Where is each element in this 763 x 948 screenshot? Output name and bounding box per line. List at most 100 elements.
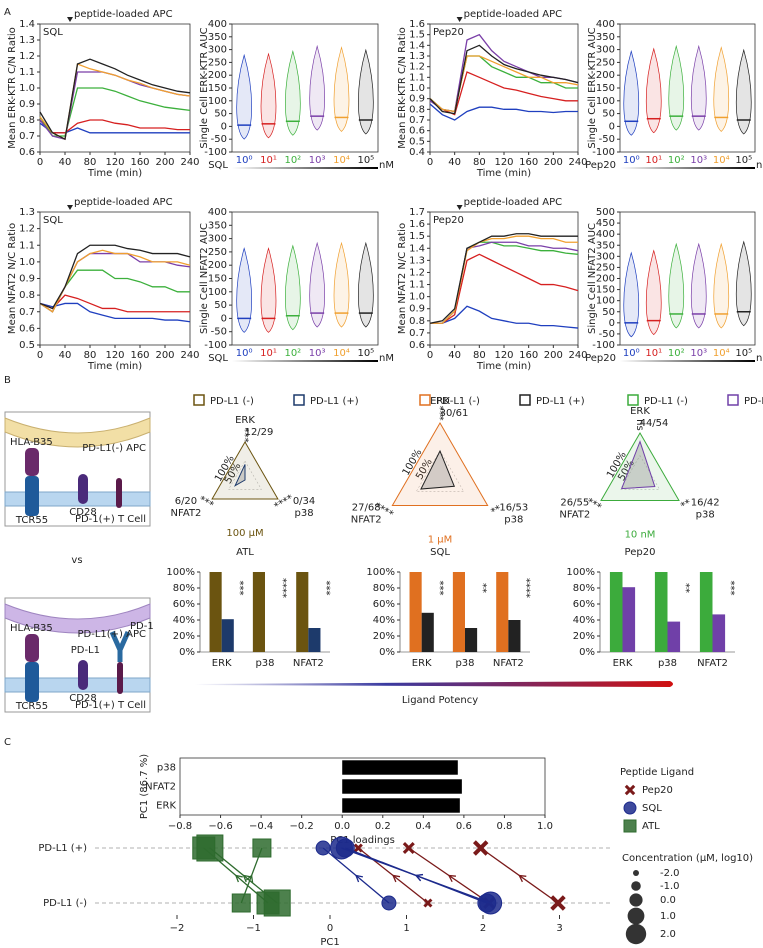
y-tick-label: 0% [579,647,595,658]
radar-axis-label: NFAT2 [351,515,382,526]
bar [296,572,309,652]
y-tick-label: 80% [173,583,195,594]
point [472,840,489,856]
x-tick-label: 0.0 [334,821,350,832]
y-tick-label: 0.7 [19,131,35,142]
y-tick-label: 1.7 [409,207,425,218]
point [252,838,272,858]
violin-body [357,241,374,328]
tcr [25,662,39,702]
y-tick-label: 60% [173,599,195,610]
y-tick-label: 100% [166,567,195,578]
pd1 [117,662,123,694]
y-tick-label: 20% [173,631,195,642]
y-axis-label: Mean NFAT2 N/C Ratio [7,223,18,334]
y-tick-label: 0.7 [409,328,425,339]
x-tick-label: 10⁵ [357,348,374,359]
concentration: 1 µM [428,535,453,546]
y-tick-label: 1.2 [409,267,425,278]
arrow-head [392,874,401,883]
cd28 [78,474,88,504]
bar [654,572,668,652]
bar [221,619,234,652]
x-tick-label: 160 [519,350,538,361]
x-tick-label: 240 [180,157,199,168]
y-tick-label: 100 [596,296,615,307]
corner-label: Pep20 [433,215,464,226]
y-tick-label: 60% [373,599,395,610]
legend-label: ATL [642,821,660,832]
y-tick-label: 300 [208,45,227,56]
x-tick-label: 240 [568,157,587,168]
label: TCR55 [15,701,48,712]
x-tick-label: ERK [412,658,432,669]
x-tick-label: 10³ [690,155,707,166]
y-tick-label: 0.9 [409,304,425,315]
x-tick-label: 3 [556,923,562,934]
y-tick-label: 20% [573,631,595,642]
label: PD-L1(-) APC [82,443,146,454]
radar-fraction: 44/54 [640,418,669,429]
concentration-gradient [620,360,755,362]
violin-body [713,46,730,132]
x-tick-label: 160 [130,350,149,361]
violin-body [713,242,730,329]
series-line [39,71,191,141]
legend-marker [623,801,637,815]
y-tick-label: 300 [208,234,227,245]
point [192,836,216,860]
y-tick-label: 1.3 [409,51,425,62]
radar-axis-label: ERK [630,406,650,417]
y-tick-label: 0 [609,121,615,132]
series-line [39,249,191,313]
size-legend-label: 1.0 [660,911,676,922]
pd1 [116,478,122,508]
y-tick-label: 1.1 [19,67,35,78]
violin-body [668,242,685,329]
violin-body [236,247,253,333]
group-title: ATL [236,547,254,558]
y-tick-label: 350 [596,32,615,43]
annotation-arrow [456,17,463,22]
y-tick-label: -50 [211,134,227,145]
corner-label: SQL [43,27,63,38]
y-tick-label: 0.7 [409,115,425,126]
bar [342,760,458,775]
concentration-gradient [232,360,378,362]
y-tick-label: 250 [596,262,615,273]
x-tick-label: NFAT2 [697,658,728,669]
y-tick-label: ERK [156,801,176,812]
size-legend-marker [625,923,647,945]
label: PD-1 [130,621,154,632]
violin-body [236,53,253,140]
y-tick-label: 1.0 [19,83,35,94]
y-tick-label: -100 [204,340,227,351]
y-tick-label: 0 [221,121,227,132]
x-tick-label: 10⁴ [333,348,350,359]
size-legend-marker [627,907,645,925]
violin-body [623,251,640,338]
x-tick-label: 0 [37,350,43,361]
y-axis-label: PC1 (86.7 %) [139,754,150,819]
x-tick-label: 80 [473,157,486,168]
y-axis-label: Single Cell ERK-KTR AUC [199,27,210,148]
bar [496,572,509,652]
x-tick-label: 10¹ [260,155,277,166]
bar-significance: **** [520,578,531,598]
y-tick-label: 0.4 [409,147,425,158]
violin-body [735,48,752,135]
arrow-head [245,874,254,883]
y-tick-label: 150 [208,83,227,94]
radar-axis-label: ERK [235,415,255,426]
legend-label: PD-L1 (-) [436,396,480,407]
series-line [430,235,578,324]
x-tick-label: 10³ [309,348,326,359]
bar [465,628,478,652]
y-tick-label: 1.3 [409,255,425,266]
x-axis-label: Time (min) [476,168,531,179]
radar-area [391,422,489,506]
x-tick-label: 10⁵ [735,155,752,166]
violin-body [333,46,350,132]
y-tick-label: 400 [596,19,615,30]
bar [342,798,460,813]
